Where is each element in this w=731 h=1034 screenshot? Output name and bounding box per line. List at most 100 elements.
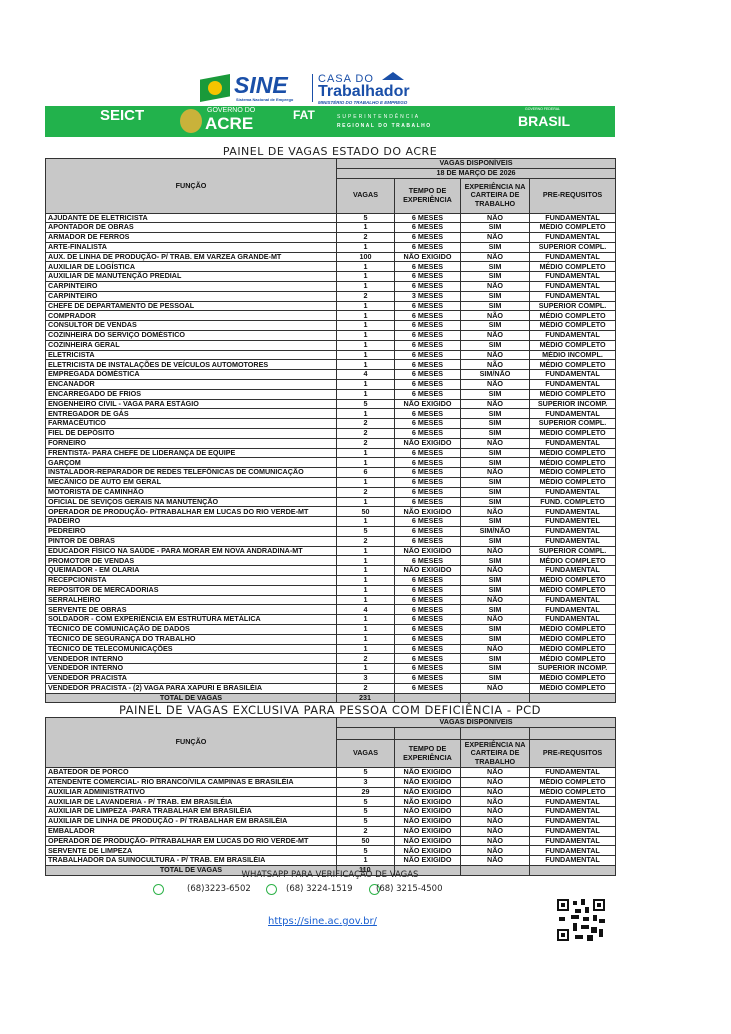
tempo-cell: 6 MESES xyxy=(394,349,461,361)
main-vacancies-table: FUNÇÃO VAGAS DISPONÍVEIS 18 DE MARÇO DE 2… xyxy=(45,158,617,704)
prerequisito-cell: FUNDAMENTAL xyxy=(528,232,617,243)
tempo-cell: NÃO EXIGIDO xyxy=(394,855,461,866)
phone-number[interactable]: (68) 3224-1519 xyxy=(286,884,353,894)
table-row: FIEL DE DEPÓSITO 2 6 MESES SIM MÉDIO COMPLET… xyxy=(45,428,617,439)
funcao-cell: APONTADOR DE OBRAS xyxy=(45,222,337,234)
vagas-cell: 1 xyxy=(336,447,395,459)
table-row: CARPINTEIRO 2 3 MESES SIM FUNDAMENTAL xyxy=(45,290,617,302)
pcd-panel-title: PAINEL DE VAGAS EXCLUSIVA PARA PESSOA CO… xyxy=(118,703,542,717)
tempo-cell: 6 MESES xyxy=(394,339,461,351)
tempo-cell: NÃO EXIGIDO xyxy=(394,796,461,808)
tempo-cell: 6 MESES xyxy=(394,467,461,479)
table-row: AUXILIAR DE MANUTENÇÃO PREDIAL 1 6 MESES SI… xyxy=(45,271,617,283)
funcao-cell: ATENDENTE COMERCIAL- RIO BRANCO/VILA CAM… xyxy=(45,776,337,788)
col-funcao: FUNÇÃO xyxy=(45,158,337,214)
funcao-cell: CARPINTEIRO xyxy=(45,281,337,292)
funcao-cell: COZINHEIRA DO SERVIÇO DOMÉSTICO xyxy=(45,330,337,341)
funcao-cell: COZINHEIRA GERAL xyxy=(45,339,337,351)
prerequisito-cell: FUNDAMENTAL xyxy=(528,506,617,518)
tempo-cell: 6 MESES xyxy=(394,428,461,439)
prerequisito-cell: MÉDIO COMPLETO xyxy=(528,477,617,488)
vagas-cell: 1 xyxy=(336,271,395,283)
vagas-cell: 1 xyxy=(336,261,395,273)
vagas-cell: 50 xyxy=(336,506,395,518)
prerequisito-cell: FUNDAMENTAL xyxy=(528,379,617,390)
prerequisito-cell: SUPERIOR COMPL. xyxy=(528,241,617,253)
prerequisito-cell: MÉDIO INCOMPL. xyxy=(528,349,617,361)
phone-number[interactable]: (68)3223-6502 xyxy=(187,884,251,894)
experiencia-cell: NÃO xyxy=(460,806,530,817)
tempo-cell: 6 MESES xyxy=(394,447,461,459)
table-row: TÉCNICO DE TELECOMUNICAÇÕES 1 6 MESES NÃO MÉ… xyxy=(45,643,617,655)
vagas-cell: 2 xyxy=(336,535,395,547)
col-tempo: TEMPO DE EXPERIÊNCIA xyxy=(394,177,461,214)
experiencia-cell: NÃO xyxy=(460,379,530,390)
funcao-cell: RECEPCIONISTA xyxy=(45,574,337,586)
prerequisito-cell: SUPERIOR INCOMP. xyxy=(528,663,617,674)
funcao-cell: SERRALHEIRO xyxy=(45,594,337,606)
funcao-cell: FORNEIRO xyxy=(45,437,337,449)
vagas-cell: 1 xyxy=(336,330,395,341)
vagas-cell: 2 xyxy=(336,232,395,243)
vagas-cell: 50 xyxy=(336,835,395,847)
table-row: CHEFE DE DEPARTAMENTO DE PESSOAL 1 6 MESES… xyxy=(45,300,617,312)
col-experiencia: EXPERIÊNCIA NA CARTEIRA DE TRABALHO xyxy=(460,739,530,768)
table-row: ENCARREGADO DE FRIOS 1 6 MESES SIM MÉDIO COM… xyxy=(45,388,617,400)
prerequisito-cell: FUNDAMENTAL xyxy=(528,835,617,847)
prerequisito-cell: FUNDAMENTAL xyxy=(528,251,617,263)
vagas-cell: 1 xyxy=(336,633,395,645)
experiencia-cell: NÃO xyxy=(460,359,530,371)
qr-code-icon[interactable] xyxy=(557,899,605,941)
experiencia-cell: SIM xyxy=(460,604,530,616)
experiencia-cell: SIM xyxy=(460,408,530,420)
vagas-cell: 1 xyxy=(336,457,395,469)
pcd-vacancies-table: FUNÇÃO VAGAS DISPONIVEIS VAGAS TEMPO DE EX… xyxy=(45,717,617,876)
prerequisito-cell: FUNDAMENTAL xyxy=(528,815,617,827)
vagas-cell: 1 xyxy=(336,320,395,332)
experiencia-cell: NÃO xyxy=(460,251,530,263)
experiencia-cell: NÃO xyxy=(460,349,530,361)
experiencia-cell: NÃO xyxy=(460,437,530,449)
experiencia-cell: NÃO xyxy=(460,682,530,694)
total-value: 231 xyxy=(336,692,395,704)
vagas-cell: 1 xyxy=(336,584,395,596)
funcao-cell: MOTORISTA DE CAMINHÃO xyxy=(45,486,337,498)
table-row: VENDEDOR PRACISTA - (2) VAGA PARA XAPURI… xyxy=(45,682,617,694)
table-row: AUXILIAR ADMINISTRATIVO 29 NÃO EXIGIDO NÃO M… xyxy=(45,786,617,798)
sine-website-link[interactable]: https://sine.ac.gov.br/ xyxy=(268,916,377,927)
experiencia-cell: NÃO xyxy=(460,594,530,606)
tempo-cell: 6 MESES xyxy=(394,281,461,292)
experiencia-cell: SIM/NÃO xyxy=(460,369,530,381)
table-row: OPERADOR DE PRODUÇÃO- P/TRABALHAR EM LUC… xyxy=(45,835,617,847)
funcao-cell: TÉCNICO DE SEGURANÇA DO TRABALHO xyxy=(45,633,337,645)
whatsapp-icon xyxy=(153,884,164,895)
vagas-cell: 2 xyxy=(336,290,395,302)
trabalhador-wordmark: Trabalhador xyxy=(318,83,410,100)
experiencia-cell: NÃO xyxy=(460,506,530,518)
funcao-cell: QUEIMADOR - EM OLARIA xyxy=(45,565,337,576)
experiencia-cell: NÃO xyxy=(460,545,530,557)
prerequisito-cell: MÉDIO COMPLETO xyxy=(528,584,617,596)
experiencia-cell: NÃO xyxy=(460,232,530,243)
phone-number[interactable]: (68) 3215-4500 xyxy=(376,884,443,894)
funcao-cell: OPERADOR DE PRODUÇÃO- P/TRABALHAR EM LUC… xyxy=(45,506,337,518)
table-row: OPERADOR DE PRODUÇÃO- P/TRABALHAR EM LUC… xyxy=(45,506,617,518)
tempo-cell: 6 MESES xyxy=(394,672,461,684)
col-prerequisitos: PRE-REQUSITOS xyxy=(528,177,617,214)
funcao-cell: REPOSITOR DE MERCADORIAS xyxy=(45,584,337,596)
prerequisito-cell: FUNDAMENTAL xyxy=(528,281,617,292)
table-row: TRABALHADOR DA SUINOCULTURA - P/ TRAB. E… xyxy=(45,855,617,866)
funcao-cell: ABATEDOR DE PORCO xyxy=(45,767,337,778)
table-row: AUX. DE LINHA DE PRODUÇÃO- P/ TRAB. EM V… xyxy=(45,251,617,263)
tempo-cell: NÃO EXIGIDO xyxy=(394,398,461,410)
experiencia-cell: SIM xyxy=(460,222,530,234)
whatsapp-icon xyxy=(369,884,380,895)
table-row: AUXILIAR DE LIMPEZA -PARA TRABALHAR EM B… xyxy=(45,806,617,817)
tempo-cell: 6 MESES xyxy=(394,604,461,616)
funcao-cell: TÉCNICO DE TELECOMUNICAÇÕES xyxy=(45,643,337,655)
vagas-cell: 1 xyxy=(336,516,395,527)
experiencia-cell: SIM xyxy=(460,584,530,596)
vagas-cell: 2 xyxy=(336,486,395,498)
table-row: SERRALHEIRO 1 6 MESES NÃO FUNDAMENTAL xyxy=(45,594,617,606)
tempo-cell: 6 MESES xyxy=(394,594,461,606)
